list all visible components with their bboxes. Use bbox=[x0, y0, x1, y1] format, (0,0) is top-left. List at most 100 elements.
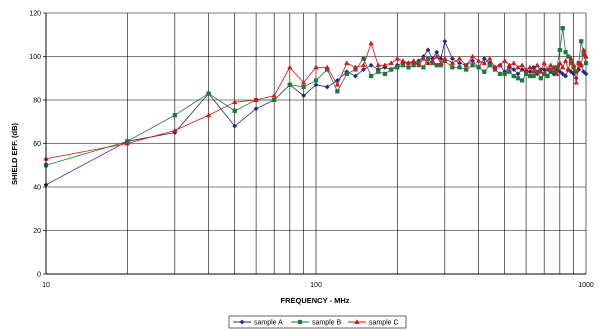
data-point bbox=[324, 84, 330, 90]
data-point bbox=[411, 58, 417, 63]
data-point bbox=[566, 54, 571, 59]
data-point bbox=[542, 71, 547, 76]
legend-label: sample A bbox=[254, 320, 283, 327]
data-point bbox=[205, 112, 212, 118]
data-point bbox=[421, 65, 426, 70]
data-point bbox=[562, 58, 569, 63]
x-tick-label: 1000 bbox=[578, 282, 594, 289]
y-tick-label: 120 bbox=[29, 11, 41, 18]
data-point bbox=[487, 63, 492, 68]
x-axis-title: FREQUENCY - MHz bbox=[280, 296, 349, 305]
x-tick-label: 10 bbox=[42, 282, 50, 289]
chart-axes bbox=[45, 13, 586, 275]
data-point bbox=[557, 47, 562, 53]
data-point bbox=[497, 62, 503, 68]
legend-item: sample B bbox=[291, 320, 342, 327]
data-point bbox=[301, 93, 307, 99]
data-point bbox=[519, 62, 525, 68]
data-point bbox=[324, 64, 330, 70]
data-point bbox=[541, 60, 547, 65]
data-point bbox=[502, 71, 507, 76]
data-point bbox=[573, 79, 579, 85]
legend-item: sample A bbox=[233, 320, 283, 327]
data-point bbox=[515, 76, 521, 81]
data-point bbox=[563, 73, 569, 79]
data-point bbox=[519, 67, 525, 73]
data-point bbox=[376, 69, 381, 74]
data-point bbox=[583, 71, 589, 77]
data-point bbox=[554, 71, 560, 76]
legend-item: sample C bbox=[348, 319, 399, 327]
data-point bbox=[515, 64, 521, 70]
legend-marker bbox=[354, 319, 360, 324]
data-point bbox=[511, 60, 517, 65]
data-point bbox=[411, 63, 416, 68]
data-point bbox=[400, 63, 406, 68]
y-axis-title: SHIELD EFF. (dB) bbox=[10, 122, 19, 185]
data-point bbox=[434, 49, 440, 55]
data-point bbox=[527, 73, 533, 79]
data-point bbox=[578, 62, 584, 68]
data-point bbox=[287, 64, 293, 70]
chart-grid bbox=[45, 12, 587, 275]
data-point bbox=[382, 71, 388, 76]
data-point bbox=[557, 69, 563, 75]
data-point bbox=[560, 64, 566, 70]
series-layer bbox=[43, 26, 589, 188]
data-point bbox=[368, 40, 374, 46]
y-axis-ticks: 0 20 40 60 80 100 120 bbox=[29, 11, 46, 279]
data-point bbox=[442, 38, 448, 44]
data-point bbox=[531, 68, 537, 74]
data-point bbox=[206, 91, 211, 96]
data-point bbox=[579, 39, 584, 44]
data-point bbox=[382, 62, 388, 68]
y-tick-label: 100 bbox=[29, 54, 41, 61]
legend-marker bbox=[297, 319, 303, 325]
chart-legend: sample A sample B sample C bbox=[228, 315, 407, 329]
data-point bbox=[463, 62, 469, 68]
data-point bbox=[271, 92, 277, 98]
data-point bbox=[344, 60, 350, 65]
data-point bbox=[361, 56, 366, 61]
data-point bbox=[232, 99, 238, 105]
data-point bbox=[475, 58, 482, 63]
data-point bbox=[253, 106, 259, 112]
data-point bbox=[531, 73, 536, 79]
data-point bbox=[560, 71, 566, 77]
data-point bbox=[368, 62, 374, 68]
data-point bbox=[400, 58, 406, 63]
data-point bbox=[232, 123, 238, 129]
data-point bbox=[434, 63, 439, 68]
data-point bbox=[172, 113, 177, 118]
data-point bbox=[394, 55, 400, 61]
data-point bbox=[482, 69, 487, 74]
data-point bbox=[541, 67, 547, 73]
data-point bbox=[375, 62, 381, 68]
legend-label: sample B bbox=[312, 320, 342, 327]
y-tick-label: 20 bbox=[33, 228, 41, 235]
data-point bbox=[442, 55, 448, 61]
data-point bbox=[335, 89, 340, 94]
legend-marker bbox=[239, 319, 245, 325]
data-point bbox=[476, 65, 481, 70]
data-point bbox=[568, 55, 574, 61]
data-point bbox=[360, 62, 367, 68]
data-point bbox=[425, 60, 431, 65]
x-tick-label: 100 bbox=[310, 282, 322, 289]
data-point bbox=[523, 66, 529, 72]
data-point bbox=[492, 64, 498, 70]
data-point bbox=[583, 53, 589, 59]
data-point bbox=[406, 65, 411, 70]
data-point bbox=[369, 73, 374, 79]
data-point bbox=[352, 64, 359, 70]
data-point bbox=[538, 68, 544, 74]
data-point bbox=[470, 63, 475, 68]
data-point bbox=[301, 84, 306, 90]
data-point bbox=[313, 82, 319, 88]
data-point bbox=[449, 60, 456, 65]
data-point bbox=[389, 67, 394, 72]
data-point bbox=[576, 60, 582, 65]
data-point bbox=[551, 64, 557, 70]
data-point bbox=[565, 66, 571, 72]
